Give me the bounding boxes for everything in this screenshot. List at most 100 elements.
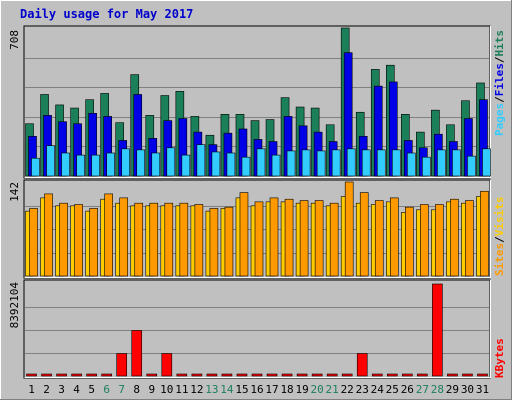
- day-axis-labels: 1 2 3 4 5 6 7 8 9 10 11 12 13 14 15 16 17 18 19 20 21 22 23 24 2…: [28, 383, 489, 396]
- day-label: 24: [371, 383, 385, 396]
- sites-bar: [254, 201, 264, 277]
- day-label: 31: [476, 383, 489, 396]
- day-label: 28: [431, 383, 444, 396]
- day-label: 25: [386, 383, 399, 396]
- pages-bar: [226, 152, 236, 177]
- legend-pages-files-hits: Pages/Files/Hits: [493, 30, 506, 136]
- kbytes-bar: [221, 373, 233, 377]
- pages-bar: [331, 149, 341, 177]
- day-label: 17: [265, 383, 278, 396]
- panel-hits-bars: [25, 27, 491, 177]
- panel-kbytes-grid: [25, 307, 489, 354]
- day-label: 10: [160, 383, 173, 396]
- sites-bar: [209, 208, 219, 277]
- sites-bar: [59, 202, 68, 277]
- sites-bar: [435, 204, 444, 277]
- day-label: 11: [175, 383, 188, 396]
- pages-bar: [136, 149, 146, 177]
- kbytes-bar: [447, 373, 458, 377]
- kbytes-bar: [251, 373, 263, 377]
- legend-sep-2: /: [493, 56, 506, 63]
- panel-visits: [23, 179, 491, 279]
- sites-bar: [29, 208, 38, 277]
- pages-bar: [316, 150, 326, 177]
- pages-bar: [211, 151, 221, 177]
- pages-bar: [437, 149, 446, 177]
- pages-bar: [376, 149, 386, 177]
- legend-hits-label: Hits: [493, 30, 506, 57]
- sites-bar: [224, 206, 234, 277]
- kbytes-bar: [477, 373, 488, 377]
- sites-bar: [329, 202, 339, 277]
- legend-sites-visits: Sites/Visits: [493, 197, 506, 277]
- axis-max-visits: 142: [8, 182, 21, 202]
- sites-bar: [239, 192, 249, 277]
- sites-bar: [314, 200, 324, 277]
- day-label: 13: [205, 383, 218, 396]
- pages-bar: [301, 149, 311, 177]
- panel-kbytes-bars: [26, 283, 488, 377]
- kbytes-bar: [341, 373, 353, 377]
- sites-bar: [284, 198, 294, 277]
- kbytes-bar: [116, 353, 128, 377]
- day-label: 14: [220, 383, 234, 396]
- sites-bar: [89, 208, 98, 277]
- legend-files-label: Files: [493, 63, 506, 96]
- sites-bar: [74, 204, 83, 277]
- day-label: 29: [446, 383, 459, 396]
- pages-bar: [121, 148, 131, 177]
- kbytes-bar: [281, 373, 293, 377]
- day-label: 7: [118, 383, 125, 396]
- pages-bar: [361, 149, 371, 177]
- pages-bar: [286, 150, 296, 177]
- kbytes-bar: [462, 373, 473, 377]
- sites-bar: [269, 197, 279, 277]
- day-label: 8: [133, 383, 140, 396]
- day-label: 20: [311, 383, 324, 396]
- pages-bar: [482, 148, 491, 177]
- sites-bar: [405, 206, 414, 277]
- day-label: 9: [148, 383, 155, 396]
- sites-bar: [450, 198, 459, 277]
- sites-bar: [420, 204, 429, 277]
- sites-bar: [299, 200, 309, 277]
- pages-bar: [256, 148, 266, 177]
- pages-bar: [422, 156, 431, 177]
- chart-title: Daily usage for May 2017: [20, 7, 193, 21]
- day-label: 3: [58, 383, 65, 396]
- day-label: 23: [356, 383, 369, 396]
- kbytes-bar: [101, 373, 112, 377]
- pages-bar: [391, 149, 401, 177]
- sites-bar: [389, 197, 399, 277]
- day-label: 5: [88, 383, 95, 396]
- pages-bar: [407, 152, 416, 177]
- kbytes-bar: [41, 373, 52, 377]
- pages-bar: [151, 152, 161, 177]
- kbytes-bar: [402, 373, 413, 377]
- day-label: 12: [190, 383, 203, 396]
- sites-bar: [149, 202, 159, 277]
- legend-sep-1: /: [493, 96, 506, 103]
- sites-bar: [465, 200, 474, 277]
- kbytes-bar: [417, 373, 428, 377]
- day-label: 26: [401, 383, 414, 396]
- pages-bar: [452, 149, 461, 177]
- panel-kbytes-frame: [23, 279, 491, 379]
- legend-kbytes: KBytes: [493, 338, 506, 378]
- sites-bar: [44, 193, 53, 277]
- pages-bar: [46, 145, 55, 177]
- kbytes-bar: [71, 373, 82, 377]
- panel-hits: [23, 25, 491, 179]
- sites-bar: [164, 202, 174, 277]
- day-label: 18: [280, 383, 293, 396]
- day-label: 2: [43, 383, 50, 396]
- pages-bar: [166, 147, 176, 177]
- kbytes-bar: [56, 373, 67, 377]
- axis-max-kbytes: 8392104: [8, 282, 21, 329]
- day-label: 27: [416, 383, 429, 396]
- sites-bar: [104, 193, 113, 277]
- day-label: 22: [341, 383, 354, 396]
- sites-bar: [179, 202, 189, 277]
- axis-max-hits: 708: [8, 30, 21, 50]
